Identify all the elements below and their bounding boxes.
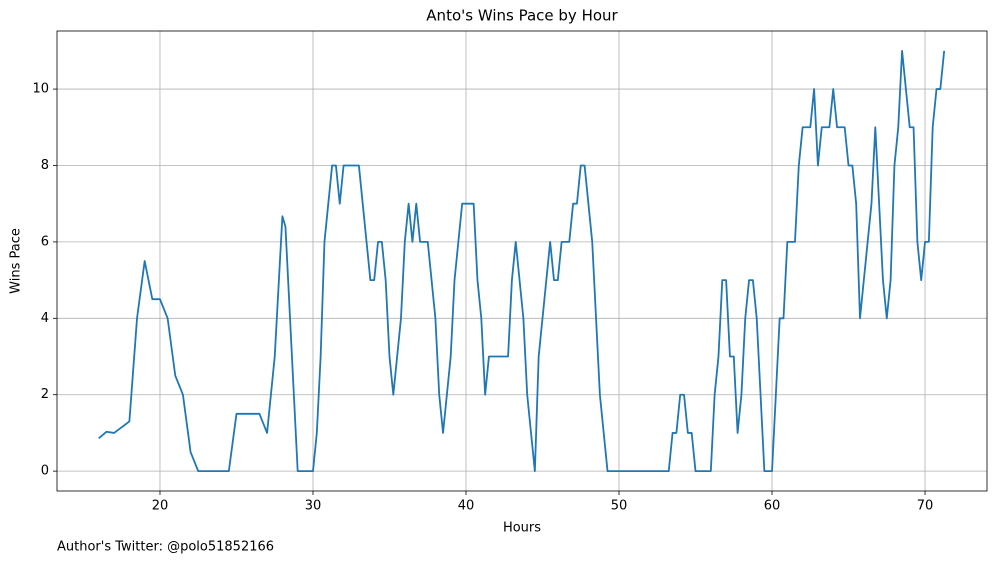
chart-title: Anto's Wins Pace by Hour: [426, 7, 618, 25]
x-tick-label: 60: [764, 499, 781, 514]
x-axis-label: Hours: [503, 521, 541, 536]
x-tick-label: 70: [917, 499, 934, 514]
x-tick-label: 50: [611, 499, 628, 514]
y-tick-label: 0: [41, 464, 49, 479]
plot-frame: [56, 30, 988, 492]
y-tick-label: 4: [41, 311, 49, 326]
y-tick-label: 2: [41, 387, 49, 402]
x-tick-label: 20: [152, 499, 169, 514]
footnote: Author's Twitter: @polo51852166: [57, 540, 274, 555]
y-tick-label: 6: [41, 234, 49, 249]
y-axis-label: Wins Pace: [9, 228, 24, 294]
x-tick-label: 30: [305, 499, 322, 514]
y-tick-label: 10: [32, 82, 49, 97]
data-line: [98, 49, 946, 473]
x-tick-label: 40: [458, 499, 475, 514]
y-tick-label: 8: [41, 158, 49, 173]
